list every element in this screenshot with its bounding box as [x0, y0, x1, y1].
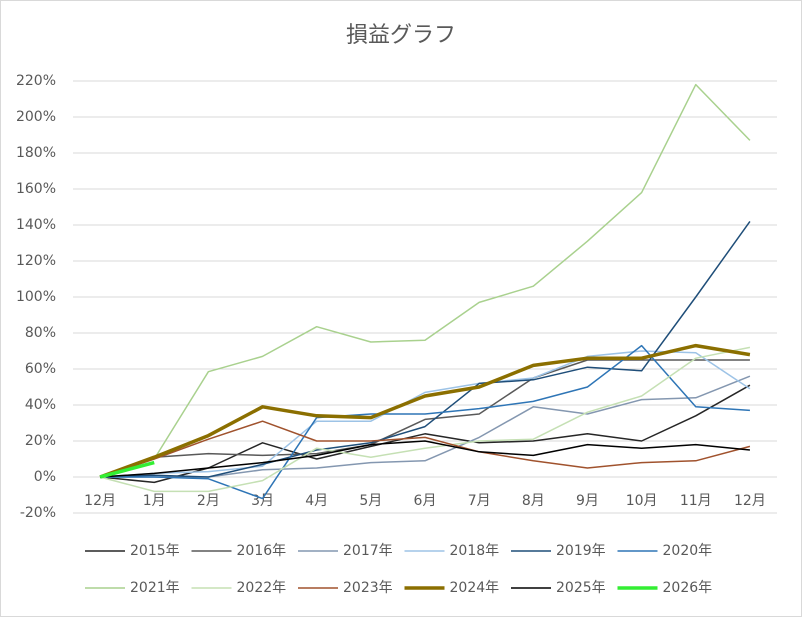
- y-tick-label: 0%: [34, 469, 56, 485]
- y-tick-label: 180%: [16, 145, 56, 161]
- legend-label: 2019年: [556, 543, 606, 559]
- x-tick-label: 7月: [468, 493, 491, 509]
- y-tick-label: 40%: [25, 397, 56, 413]
- y-tick-label: 100%: [16, 289, 56, 305]
- y-tick-label: 20%: [25, 433, 56, 449]
- y-tick-label: 160%: [16, 181, 56, 197]
- y-tick-label: -20%: [20, 505, 56, 521]
- series-line: [100, 440, 750, 478]
- legend-label: 2021年: [130, 580, 180, 596]
- legend-label: 2024年: [450, 580, 500, 596]
- legend-label: 2025年: [556, 580, 606, 596]
- y-tick-label: 60%: [25, 361, 56, 377]
- x-tick-label: 2月: [197, 493, 220, 509]
- legend-label: 2018年: [450, 543, 500, 559]
- legend-label: 2017年: [343, 543, 393, 559]
- legend-label: 2016年: [237, 543, 287, 559]
- series-line: [99, 420, 751, 478]
- series-line: [99, 346, 751, 493]
- legend-label: 2020年: [663, 543, 713, 559]
- series-line: [99, 343, 751, 479]
- x-tick-label: 4月: [305, 493, 328, 509]
- series-line: [100, 220, 751, 478]
- x-tick-label: 1月: [143, 493, 166, 509]
- legend-label: 2022年: [237, 580, 287, 596]
- x-tick-label: 8月: [522, 493, 545, 509]
- x-tick-label: 12月: [734, 493, 766, 509]
- legend-label: 2026年: [663, 580, 713, 596]
- legend-label: 2023年: [343, 580, 393, 596]
- y-tick-label: 200%: [16, 109, 56, 125]
- x-tick-label: 10月: [626, 493, 658, 509]
- y-tick-label: 140%: [16, 217, 56, 233]
- x-tick-label: 9月: [576, 493, 599, 509]
- y-tick-label: 120%: [16, 253, 56, 269]
- series-line: [99, 83, 751, 478]
- x-tick-label: 6月: [414, 493, 437, 509]
- x-tick-label: 11月: [680, 493, 712, 509]
- y-tick-label: 220%: [16, 73, 56, 89]
- series-line: [99, 359, 750, 478]
- legend-label: 2015年: [130, 543, 180, 559]
- x-tick-label: 5月: [359, 493, 382, 509]
- series-line: [100, 344, 750, 500]
- series-line: [100, 350, 751, 478]
- x-tick-label: 12月: [84, 493, 116, 509]
- chart-title: 損益グラフ: [346, 23, 456, 48]
- y-tick-label: 80%: [25, 325, 56, 341]
- series-line: [99, 460, 155, 479]
